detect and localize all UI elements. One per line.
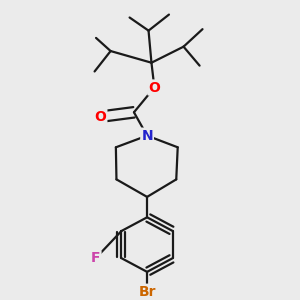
Text: O: O <box>94 110 106 124</box>
Text: Br: Br <box>138 285 156 299</box>
Text: O: O <box>148 80 160 94</box>
Text: N: N <box>141 129 153 142</box>
Text: F: F <box>91 251 100 265</box>
